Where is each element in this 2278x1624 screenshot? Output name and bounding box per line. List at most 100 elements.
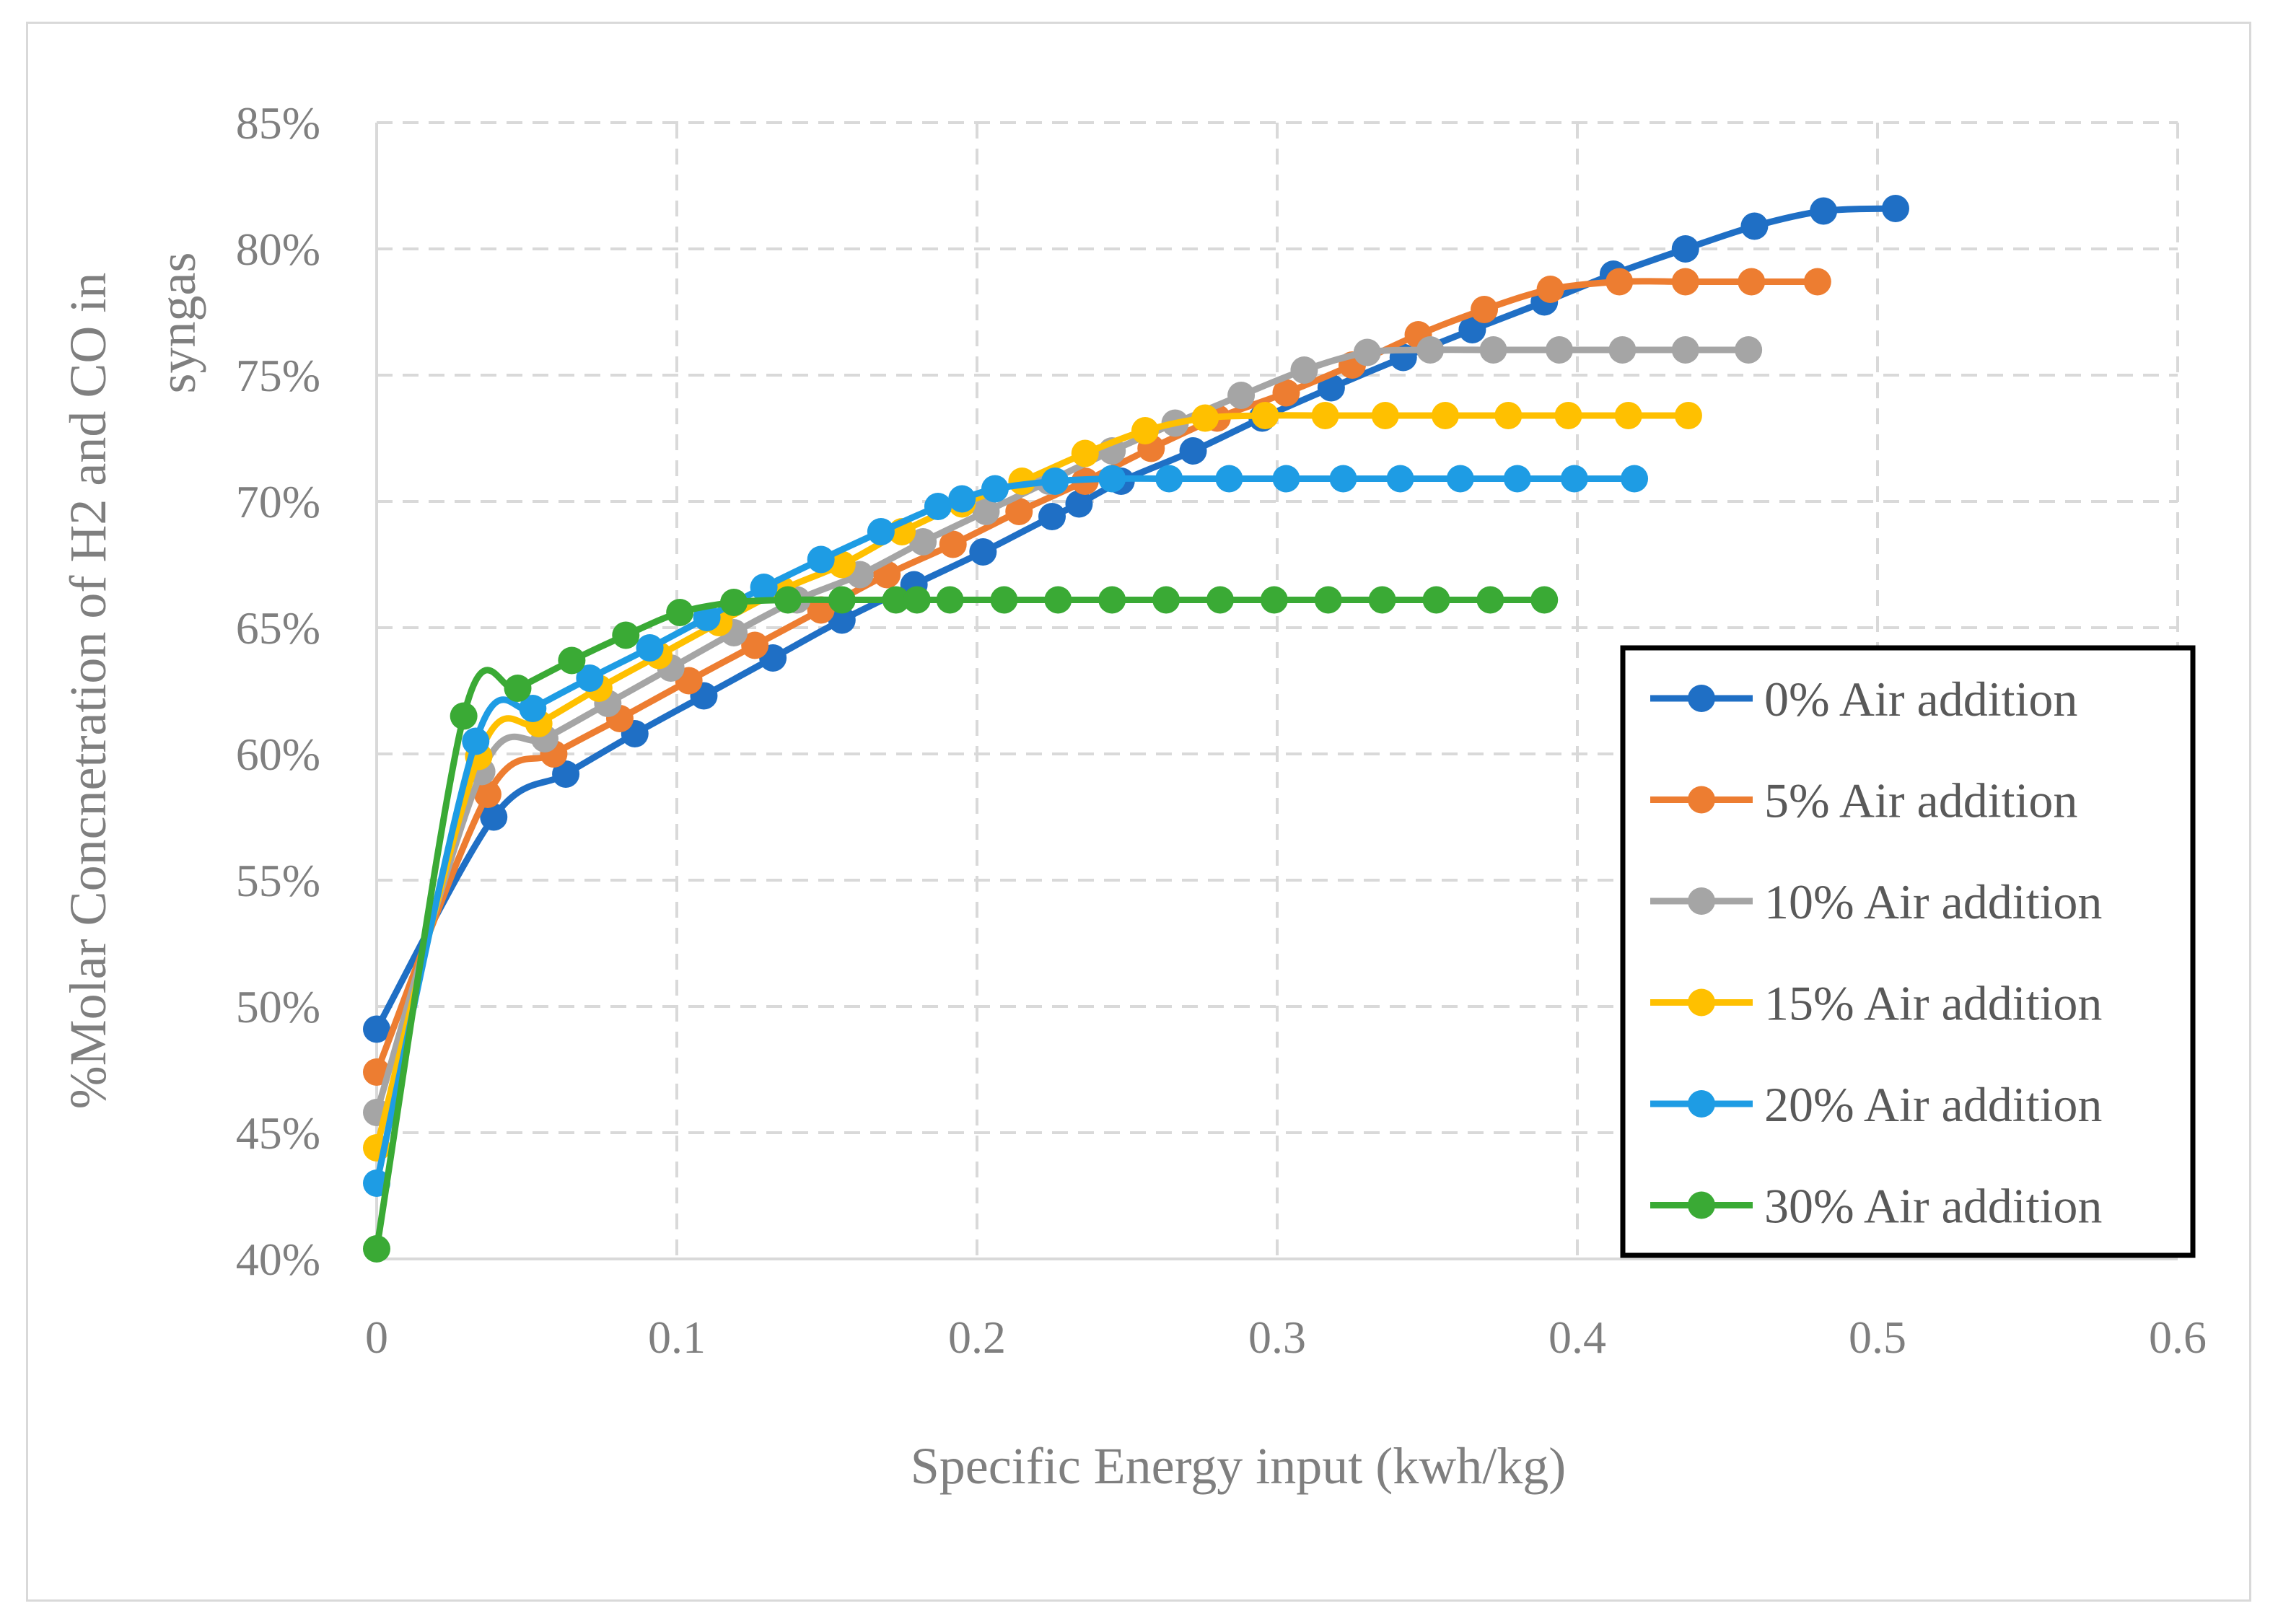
data-point [882, 586, 910, 614]
data-point [450, 702, 478, 730]
data-point [519, 695, 547, 722]
data-point [363, 1235, 390, 1263]
data-point [807, 545, 835, 574]
y-tick-label: 80% [236, 224, 320, 275]
data-point [1614, 402, 1642, 429]
data-point [1735, 336, 1763, 364]
x-tick-label: 0.5 [1849, 1312, 1906, 1363]
data-point [1738, 268, 1766, 296]
data-point [1740, 212, 1769, 240]
legend-swatch-marker [1688, 1090, 1715, 1118]
x-tick-label: 0 [365, 1312, 388, 1363]
legend-item: 30% Air addition [1650, 1179, 2102, 1234]
data-point [1353, 338, 1381, 367]
data-point [1605, 268, 1634, 296]
data-point [1155, 465, 1183, 493]
legend-item: 0% Air addition [1650, 672, 2077, 727]
data-point [1038, 503, 1066, 530]
data-point [1671, 336, 1699, 364]
y-tick-label: 55% [236, 855, 320, 906]
data-point [1476, 586, 1504, 614]
x-tick-label: 0.6 [2149, 1312, 2207, 1363]
data-point [1290, 356, 1318, 384]
legend-swatch-marker [1688, 1191, 1715, 1219]
data-point [666, 599, 694, 626]
data-point [1131, 417, 1159, 444]
data-point [1314, 586, 1342, 614]
data-point [1368, 586, 1396, 614]
data-point [1546, 336, 1574, 364]
x-tick-label: 0.3 [1248, 1312, 1306, 1363]
data-point [972, 498, 1000, 525]
legend-swatch-marker [1688, 887, 1715, 915]
x-tick-label: 0.2 [948, 1312, 1006, 1363]
y-tick-label: 60% [236, 729, 320, 780]
y-axis-title-line-2: syngas [149, 253, 206, 394]
y-tick-label: 45% [236, 1107, 320, 1159]
data-point [969, 538, 997, 566]
x-tick-label: 0.4 [1548, 1312, 1606, 1363]
data-point [1152, 586, 1180, 614]
data-point [1098, 465, 1126, 493]
data-point [1471, 296, 1499, 323]
data-point [1206, 586, 1234, 614]
data-point [1251, 402, 1279, 429]
data-point [576, 664, 604, 692]
data-point [924, 493, 952, 520]
y-axis-title-2: syngas [149, 253, 206, 394]
data-point [636, 634, 664, 662]
data-point [1422, 586, 1450, 614]
data-point [1386, 465, 1414, 493]
legend: 0% Air addition 5% Air addition 10% Air ad… [1620, 645, 2196, 1258]
data-point [1494, 402, 1523, 429]
data-point [363, 1015, 390, 1043]
data-point [1446, 465, 1474, 493]
data-point [1671, 235, 1699, 263]
data-point [1671, 268, 1699, 296]
data-point [1191, 404, 1219, 432]
data-point [1560, 465, 1588, 493]
data-point [750, 574, 778, 601]
data-point [1479, 336, 1507, 364]
data-point [1329, 465, 1357, 493]
data-point [1530, 586, 1559, 614]
data-point [1371, 402, 1399, 429]
legend-box [1620, 645, 2196, 1258]
data-point [774, 586, 802, 614]
data-point [1674, 402, 1702, 429]
data-point [1215, 465, 1243, 493]
legend-label: 10% Air addition [1764, 874, 2102, 929]
data-point [828, 586, 856, 614]
data-point [1272, 379, 1300, 407]
data-point [1881, 195, 1909, 222]
x-tick-label: 0.1 [648, 1312, 706, 1363]
legend-swatch-marker [1688, 786, 1715, 814]
data-point [1621, 465, 1649, 493]
series-line [373, 475, 1638, 1187]
data-point [741, 631, 769, 659]
data-point [504, 675, 532, 702]
data-point [903, 586, 931, 614]
tick-labels: 40% 45% 50% 55% 60% 65% 70% 75% 80% 85% 0 0.1 0.2 0.3… [236, 97, 2207, 1363]
y-tick-label: 50% [236, 981, 320, 1032]
series-4 [363, 465, 1649, 1197]
data-point [939, 530, 967, 558]
legend-label: 15% Air addition [1764, 976, 2102, 1031]
data-point [1260, 586, 1288, 614]
data-point [1179, 437, 1207, 465]
data-point [1416, 336, 1445, 364]
data-point [828, 606, 856, 634]
legend-label: 0% Air addition [1764, 672, 2077, 727]
data-point [1227, 382, 1256, 409]
legend-label: 5% Air addition [1764, 773, 2077, 828]
series-1 [363, 268, 1831, 1086]
data-point [612, 621, 640, 649]
data-point [1458, 316, 1486, 343]
data-point [1044, 586, 1072, 614]
series-5 [363, 586, 1559, 1263]
data-point [1005, 498, 1033, 525]
data-point [1503, 465, 1531, 493]
data-point [720, 589, 748, 616]
data-point [948, 485, 976, 513]
data-point [828, 550, 856, 579]
